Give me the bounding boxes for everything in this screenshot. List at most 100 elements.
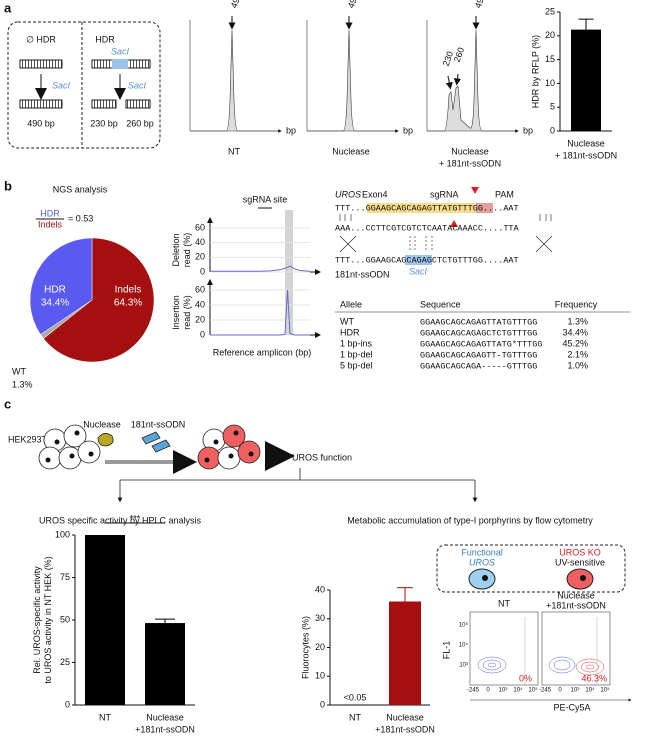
y-tick-label: 60 bbox=[195, 222, 205, 232]
y-tick-label: 10⁵ bbox=[459, 622, 469, 629]
cytometry bbox=[469, 611, 632, 702]
x-tick-label: NT bbox=[99, 712, 111, 722]
legend-text: UV-sensitive bbox=[555, 557, 605, 567]
circle-shape bbox=[204, 457, 210, 463]
circle-shape bbox=[74, 430, 80, 436]
rect-shape bbox=[112, 59, 128, 69]
schematic-box bbox=[7, 21, 161, 149]
path-shape bbox=[307, 29, 395, 132]
rect-shape bbox=[436, 544, 626, 593]
line-shape bbox=[535, 235, 553, 253]
pam: PAM bbox=[495, 189, 514, 199]
y-tick-label: 40 bbox=[195, 299, 205, 309]
percent: 46.3% bbox=[581, 673, 607, 683]
y-tick-label: 20 bbox=[545, 30, 555, 40]
rect-shape bbox=[91, 99, 117, 109]
pie-slice bbox=[29, 237, 93, 335]
circle-shape bbox=[77, 440, 101, 464]
coverage-line bbox=[210, 289, 310, 336]
table-cell: GGAAGCAGCAGA-----GTTTGG bbox=[420, 361, 537, 371]
path-shape bbox=[471, 187, 479, 194]
path-shape bbox=[427, 29, 515, 132]
trace-title: Nuclease bbox=[332, 146, 370, 156]
readout: UROS function bbox=[292, 452, 352, 462]
ellipse-shape bbox=[487, 662, 497, 668]
size: 490 bp bbox=[27, 118, 55, 128]
bar bbox=[571, 29, 601, 131]
circle-shape bbox=[248, 451, 254, 457]
rect-shape bbox=[19, 99, 63, 109]
legend-text: Functional bbox=[461, 547, 503, 557]
dna bbox=[19, 59, 151, 109]
traces bbox=[189, 16, 519, 133]
y-tick-label: 20 bbox=[195, 314, 205, 324]
significance: *** bbox=[130, 513, 141, 523]
x-tick-label: 10⁴ bbox=[585, 687, 595, 694]
x-tick-label: NT bbox=[349, 712, 361, 722]
bar bbox=[85, 535, 125, 705]
peak-label: 490 bbox=[346, 0, 361, 9]
table-cell: HDR bbox=[340, 327, 360, 337]
title: NGS analysis bbox=[53, 184, 108, 194]
x-tick-label: +181nt-ssODN bbox=[135, 724, 195, 734]
y-tick-label: 100 bbox=[55, 529, 70, 539]
y-tick-label: 10 bbox=[315, 671, 325, 681]
x-label: Reference amplicon (bp) bbox=[213, 347, 312, 357]
rect-shape bbox=[125, 99, 151, 109]
circle-shape bbox=[88, 451, 94, 457]
circle-shape bbox=[217, 446, 241, 470]
rect-shape bbox=[405, 255, 432, 265]
chart-title: UROS specific activity by HPLC analysis bbox=[39, 515, 202, 525]
y-tick-label: 0 bbox=[320, 699, 325, 709]
x-tick-label: 0 bbox=[486, 688, 490, 694]
ellipse-shape bbox=[566, 568, 594, 590]
trace-axis: bp bbox=[403, 125, 413, 135]
panel-label: c bbox=[4, 396, 11, 411]
table-cell: GGAAGCAGCAGAGCTCTGTTTGG bbox=[420, 328, 537, 338]
x-tick-label: Nuclease bbox=[386, 712, 424, 722]
circle-shape bbox=[233, 430, 239, 436]
circle-shape bbox=[222, 424, 246, 448]
cut-label: SacI bbox=[52, 80, 71, 90]
y-tick-label: 25 bbox=[60, 657, 70, 667]
trace-title: + 181nt-ssODN bbox=[439, 158, 501, 168]
slice-label: WT bbox=[12, 366, 26, 376]
line-shape bbox=[445, 75, 453, 90]
percent: 0% bbox=[519, 673, 532, 683]
bar bbox=[145, 623, 185, 705]
legend bbox=[436, 544, 626, 593]
sequence: AAA...CCTTCGTCGTCTCAATACAAACC....TTA bbox=[335, 223, 520, 233]
circle-shape bbox=[213, 439, 219, 445]
ellipse-shape bbox=[575, 658, 605, 676]
sequence: TTT...GGAAGCAGCAGAGTTATGTTTGG....AAT bbox=[335, 203, 519, 213]
slice-label: HDR bbox=[44, 285, 66, 296]
x-tick-label: -245 bbox=[539, 688, 552, 694]
reagent: Nuclease bbox=[83, 419, 121, 429]
table-cell: 5 bp-del bbox=[340, 360, 373, 370]
reagent: 181nt-ssODN bbox=[131, 419, 186, 429]
y-label: Insertion bbox=[171, 295, 181, 330]
coverage-title: sgRNA site bbox=[243, 194, 288, 204]
y-label: read (%) bbox=[182, 295, 192, 330]
x-tick-label: 10³ bbox=[499, 688, 508, 694]
path-shape bbox=[141, 431, 161, 445]
y-tick-label: 15 bbox=[545, 54, 555, 64]
cells bbox=[38, 424, 478, 503]
trace-axis: bp bbox=[286, 125, 296, 135]
size: 260 bp bbox=[126, 118, 154, 128]
g-shape bbox=[335, 214, 630, 313]
x-tick-label: 10⁴ bbox=[513, 687, 523, 694]
rect-shape bbox=[469, 611, 539, 686]
ellipse-shape bbox=[553, 659, 571, 671]
y-tick-label: 0 bbox=[200, 329, 205, 339]
table-cell: 1 bp-ins bbox=[340, 338, 373, 348]
circle-shape bbox=[228, 453, 234, 459]
cut-label: SacI bbox=[128, 80, 147, 90]
circle-shape bbox=[580, 575, 586, 581]
x-label: PE-Cy5A bbox=[553, 702, 590, 712]
ellipse-shape bbox=[482, 659, 502, 671]
slice-value: 34.4% bbox=[41, 298, 69, 309]
circle-shape bbox=[197, 446, 221, 470]
x-tick-label: 10⁵ bbox=[600, 687, 610, 694]
line-shape bbox=[339, 235, 357, 253]
